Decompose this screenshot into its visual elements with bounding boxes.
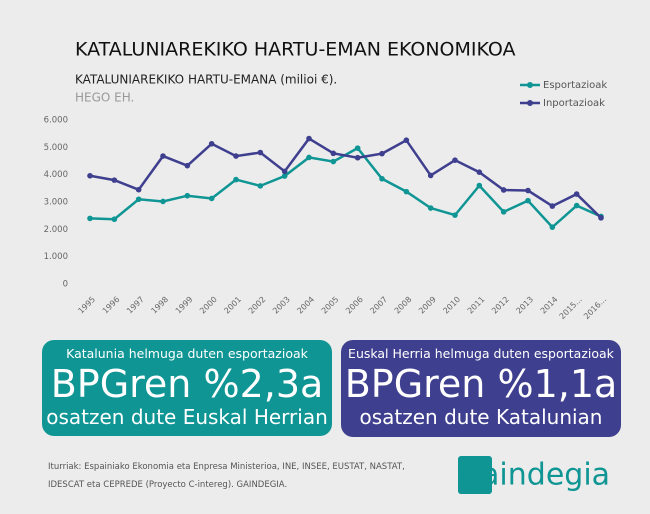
- y-tick-label: 5.000: [44, 143, 68, 153]
- x-tick-label: 2004: [295, 295, 316, 316]
- box-text: osatzen dute Euskal Herrian: [46, 405, 328, 429]
- y-tick-label: 1.000: [44, 252, 68, 262]
- data-point: [184, 162, 191, 169]
- data-point: [573, 191, 580, 197]
- box-label: Euskal Herria helmuga duten esportazioak: [348, 346, 614, 361]
- x-tick-label: 1999: [174, 295, 195, 316]
- data-point: [160, 198, 166, 205]
- source: Iturriak: Espainiako Ekonomia eta Enpres…: [48, 462, 405, 472]
- legend-label: Esportazioak: [543, 80, 607, 91]
- series-line: [89, 146, 602, 229]
- chart-subtitle: HEGO EH.: [75, 91, 134, 105]
- data-point: [379, 150, 385, 157]
- data-point: [549, 224, 556, 230]
- data-point: [598, 215, 604, 221]
- x-tick-label: 2013: [514, 295, 535, 316]
- data-point: [306, 154, 312, 161]
- data-point: [257, 149, 264, 156]
- data-point: [208, 140, 215, 147]
- x-tick-label: 2011: [466, 295, 487, 316]
- data-point: [525, 197, 531, 204]
- data-point: [281, 168, 288, 175]
- data-point: [403, 188, 410, 195]
- logo: gaindegia: [462, 458, 610, 493]
- series-line: [89, 136, 602, 219]
- box-headline: BPGren %2,3a: [50, 362, 324, 406]
- data-point: [500, 187, 507, 193]
- x-tick-label: 2003: [271, 295, 292, 316]
- data-point: [233, 176, 239, 183]
- data-point: [135, 196, 142, 203]
- data-point: [500, 209, 507, 215]
- data-point: [330, 158, 337, 165]
- data-point: [208, 195, 215, 202]
- x-tick-label: 2008: [393, 295, 414, 316]
- data-point: [160, 153, 166, 159]
- data-point: [354, 154, 361, 161]
- y-tick-label: 2.000: [44, 225, 68, 235]
- data-point: [476, 169, 483, 176]
- x-tick-label: 1996: [101, 295, 122, 316]
- info-box: Euskal Herria helmuga duten esportazioak…: [341, 340, 621, 437]
- data-point: [281, 173, 288, 179]
- x-tick-label: 2010: [441, 295, 462, 316]
- chart-title: KATALUNIAREKIKO HARTU-EMANA (milioi €).: [75, 73, 337, 87]
- data-point: [87, 215, 93, 222]
- x-tick-label: 2009: [417, 295, 438, 316]
- info-box: Katalunia helmuga duten esportazioak BPG…: [42, 340, 332, 436]
- data-point: [257, 183, 264, 189]
- data-point: [427, 172, 434, 179]
- data-point: [379, 175, 385, 182]
- x-tick-label: 2005: [320, 295, 341, 316]
- y-tick-label: 6.000: [44, 116, 68, 126]
- data-point: [87, 172, 93, 179]
- data-point: [354, 145, 361, 151]
- box-text: osatzen dute Katalunian: [359, 405, 603, 429]
- data-point: [111, 177, 118, 183]
- x-tick-label: 1998: [149, 295, 170, 316]
- data-point: [452, 157, 458, 163]
- y-tick-label: 3.000: [44, 198, 68, 208]
- x-tick-label: 2002: [247, 295, 268, 316]
- x-tick-label: 2016...: [582, 295, 608, 321]
- logo-mark: [458, 456, 492, 494]
- y-tick-label: 4.000: [44, 170, 68, 180]
- data-point: [306, 135, 312, 142]
- x-tick-label: 2012: [490, 295, 511, 316]
- x-tick-label: 2000: [198, 295, 219, 316]
- box-headline: BPGren %1,1a: [344, 362, 618, 406]
- x-tick-label: 2015...: [558, 295, 584, 321]
- data-point: [476, 182, 483, 189]
- data-point: [549, 203, 556, 209]
- source: IDESCAT eta CEPREDE (Proyecto C-intereg)…: [48, 480, 288, 490]
- page-title: KATALUNIAREKIKO HARTU-EMAN EKONOMIKOA: [75, 39, 516, 61]
- data-point: [525, 187, 531, 194]
- x-tick-label: 1997: [125, 295, 146, 316]
- box-label: Katalunia helmuga duten esportazioak: [66, 346, 308, 361]
- data-point: [111, 216, 118, 223]
- x-tick-label: 2001: [222, 295, 243, 316]
- x-tick-label: 2007: [368, 295, 389, 316]
- legend-marker: [527, 100, 533, 106]
- data-point: [330, 150, 337, 157]
- legend-marker: [527, 82, 533, 88]
- legend-label: Inportazioak: [543, 98, 605, 109]
- x-tick-label: 2006: [344, 295, 365, 316]
- x-tick-label: 1995: [76, 295, 97, 316]
- data-point: [452, 212, 458, 218]
- data-point: [573, 202, 580, 209]
- x-tick-label: 2014: [539, 295, 560, 316]
- data-point: [427, 205, 434, 211]
- data-point: [135, 186, 142, 193]
- data-point: [233, 153, 239, 159]
- y-tick-label: 0: [63, 280, 68, 290]
- data-point: [403, 137, 410, 144]
- data-point: [184, 192, 191, 199]
